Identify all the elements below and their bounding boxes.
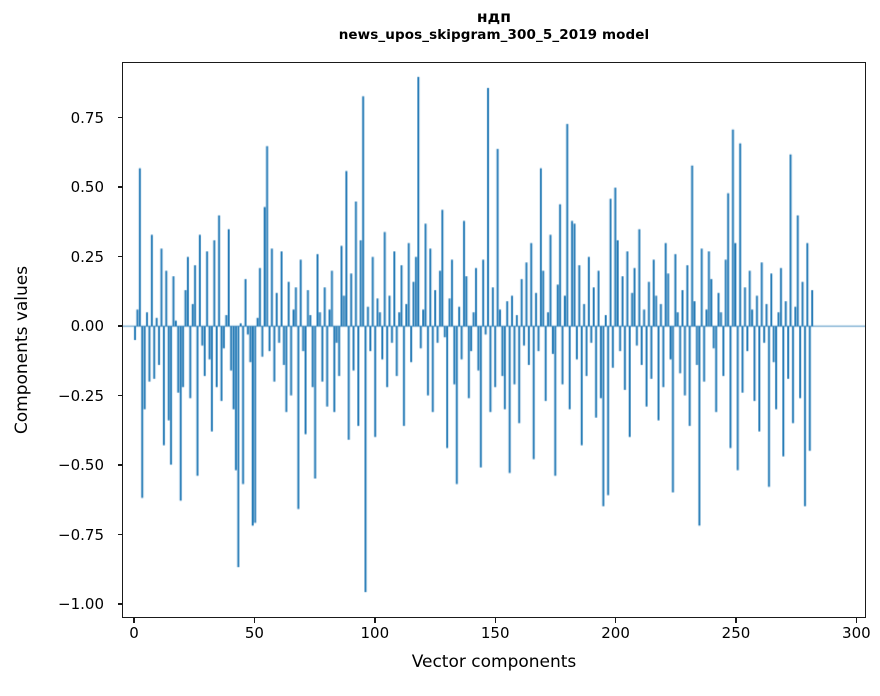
y-tick-mark	[118, 116, 123, 119]
y-tick-mark	[118, 603, 123, 605]
y-axis-label: Components values	[12, 265, 32, 435]
y-tick-mark	[118, 325, 123, 327]
x-tick-label: 150	[480, 624, 510, 642]
chart-title: ндп news_upos_skipgram_300_5_2019 model	[122, 8, 866, 44]
y-tick-label: 0.50	[70, 178, 104, 197]
x-axis-label: Vector components	[411, 652, 577, 672]
x-tick-label: 250	[721, 624, 751, 642]
x-tick-label: 100	[360, 624, 390, 642]
y-tick-label: −0.50	[58, 456, 104, 475]
y-tick-label: −1.00	[58, 595, 104, 614]
y-tick-label: −0.75	[58, 525, 104, 544]
y-tick-label: −0.25	[58, 386, 104, 405]
x-tick-label: 0	[129, 624, 139, 642]
y-tick-label: 0.75	[70, 108, 104, 127]
bar-series-canvas	[123, 63, 865, 617]
x-tick-mark	[614, 618, 617, 623]
x-tick-mark	[133, 618, 135, 623]
chart-title-model: news_upos_skipgram_300_5_2019 model	[338, 27, 650, 44]
y-tick-label: 0.00	[70, 317, 104, 336]
y-tick-mark	[118, 533, 123, 536]
y-tick-mark	[118, 464, 123, 466]
chart-title-word: ндп	[476, 8, 512, 26]
x-tick-mark	[374, 618, 376, 623]
y-tick-mark	[118, 394, 123, 397]
x-tick-mark	[855, 618, 858, 623]
x-tick-label: 200	[601, 624, 630, 642]
plot-area	[122, 62, 866, 618]
y-tick-mark	[118, 255, 123, 258]
x-tick-mark	[494, 618, 496, 623]
x-tick-label: 50	[244, 624, 264, 642]
y-tick-mark	[118, 186, 123, 188]
x-tick-mark	[735, 618, 737, 623]
x-tick-mark	[253, 618, 256, 623]
x-tick-label: 300	[842, 624, 871, 642]
y-tick-label: 0.25	[70, 247, 104, 266]
